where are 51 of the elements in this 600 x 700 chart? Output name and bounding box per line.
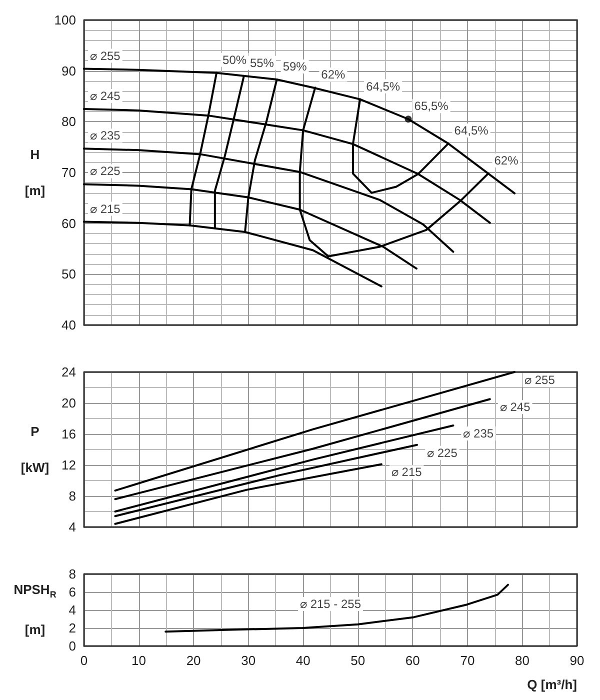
annotation: 64,5% xyxy=(454,124,489,138)
y-tick-label: 8 xyxy=(68,488,76,504)
y-tick-label: 4 xyxy=(68,520,76,534)
annotation: ⌀ 215 xyxy=(90,202,121,216)
annotation: ⌀ 235 xyxy=(463,426,494,440)
y-tick-label: 8 xyxy=(68,566,76,582)
annotation: ⌀ 215 xyxy=(391,465,422,480)
annotation: 59% xyxy=(282,59,308,74)
annotation: ⌀ 225 xyxy=(90,164,121,178)
y-tick-label: 4 xyxy=(68,602,76,618)
x-tick-label: 40 xyxy=(296,653,310,668)
annotation: ⌀ 235 xyxy=(90,128,121,143)
x-tick-label: 70 xyxy=(460,653,475,668)
annotation: 64,5% xyxy=(366,79,400,94)
annotation: ⌀ 215 - 255 xyxy=(300,597,362,611)
annotation: 62% xyxy=(494,154,519,168)
annotation: 62% xyxy=(321,68,346,82)
annotation: ⌀ 245 xyxy=(90,88,121,103)
y-tick-label: 2 xyxy=(68,620,76,636)
y-tick-label: 40 xyxy=(62,318,76,332)
x-tick-label: 90 xyxy=(570,653,584,668)
x-tick-label: 20 xyxy=(186,653,201,668)
annotation: ⌀ 245 xyxy=(500,400,531,414)
y-tick-label: 0 xyxy=(68,638,76,654)
x-axis-title: Q [m³/h] xyxy=(527,677,577,692)
annotation: ⌀ 255 xyxy=(90,48,121,63)
y-tick-label: 16 xyxy=(62,426,76,442)
y-tick-label: 60 xyxy=(62,216,76,231)
annotation: 50% xyxy=(222,52,247,67)
y-tick-label: 20 xyxy=(62,396,76,410)
annotation: 65,5% xyxy=(414,99,449,114)
annotation: ⌀ 255 xyxy=(524,373,556,387)
x-tick-label: 0 xyxy=(80,653,88,668)
y-tick-label: 80 xyxy=(62,114,76,130)
annotation: ⌀ 225 xyxy=(427,446,458,460)
text: H [m] xyxy=(24,146,46,198)
annotation: 55% xyxy=(250,56,274,70)
x-tick-label: 80 xyxy=(514,653,530,668)
y-tick-label: 70 xyxy=(62,165,76,180)
x-tick-label: 50 xyxy=(350,653,366,668)
text: P [kW] xyxy=(20,424,50,474)
text: NPSH$_{R}$ [m] xyxy=(14,582,56,638)
y-tick-label: 12 xyxy=(62,458,76,472)
x-tick-label: 60 xyxy=(405,653,420,668)
y-tick-label: 6 xyxy=(68,584,76,600)
y-tick-label: 24 xyxy=(62,364,76,380)
y-tick-label: 50 xyxy=(62,266,76,282)
x-tick-label: 30 xyxy=(241,653,256,668)
y-tick-label: 90 xyxy=(62,63,76,78)
y-tick-label: 100 xyxy=(54,12,76,28)
x-tick-label: 10 xyxy=(132,653,146,668)
